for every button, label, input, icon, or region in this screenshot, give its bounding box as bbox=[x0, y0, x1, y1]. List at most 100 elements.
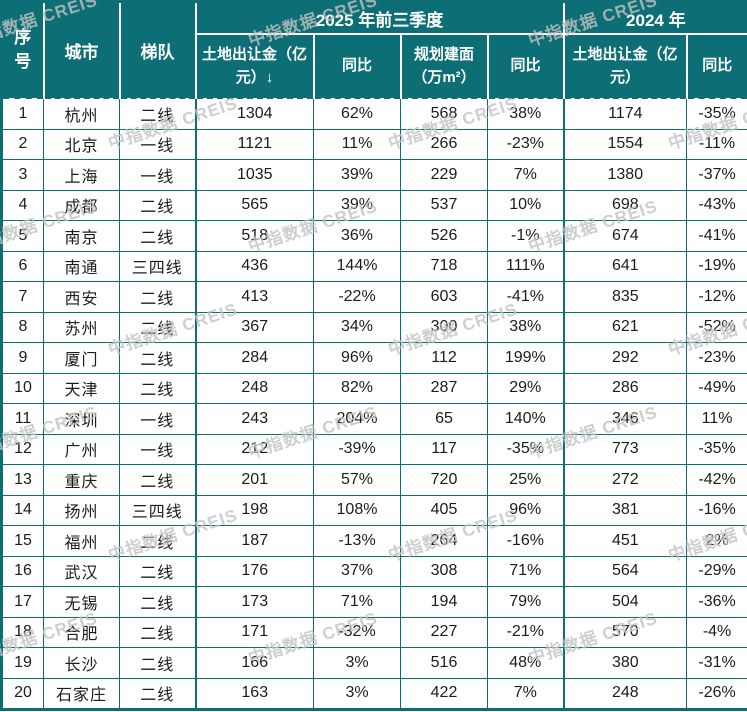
cell: 248 bbox=[562, 677, 688, 710]
cell: 一线 bbox=[119, 128, 196, 160]
table-row: 1 杭州 二线 1304 62% 568 38% 1174 -35% bbox=[1, 97, 747, 130]
cell: 三四线 bbox=[119, 250, 196, 282]
cell: 71% bbox=[313, 586, 401, 618]
cell: 37% bbox=[313, 555, 401, 587]
cell: -31% bbox=[686, 647, 747, 679]
cell: 537 bbox=[400, 189, 488, 221]
cell: 212 bbox=[194, 433, 314, 465]
cell: 381 bbox=[562, 494, 688, 526]
cell: 13 bbox=[1, 464, 44, 496]
cell: 36% bbox=[313, 220, 401, 252]
cell: 198 bbox=[194, 494, 314, 526]
cell: -22% bbox=[313, 281, 401, 313]
table-row: 14 扬州 三四线 198 108% 405 96% 381 -16% bbox=[1, 494, 747, 526]
cell: 一线 bbox=[119, 403, 196, 435]
column-header-land-revenue-2024: 土地出让金（亿元） bbox=[562, 33, 688, 99]
cell: 石家庄 bbox=[43, 677, 120, 710]
cell: 16 bbox=[1, 555, 44, 587]
cell: 187 bbox=[194, 525, 314, 557]
cell: 451 bbox=[562, 525, 688, 557]
cell: 无锡 bbox=[43, 586, 120, 618]
column-header-yoy-revenue-2025: 同比 bbox=[312, 33, 402, 99]
cell: 57% bbox=[313, 464, 401, 496]
cell: 19 bbox=[1, 647, 44, 679]
cell: 25% bbox=[486, 464, 565, 496]
table-row: 6 南通 三四线 436 144% 718 111% 641 -19% bbox=[1, 250, 747, 282]
cell: 346 bbox=[562, 403, 688, 435]
cell: 34% bbox=[313, 311, 401, 343]
cell: -4% bbox=[686, 616, 747, 648]
cell: 12 bbox=[1, 433, 44, 465]
cell: 二线 bbox=[119, 281, 196, 313]
table-row: 10 天津 二线 248 82% 287 29% 286 -49% bbox=[1, 372, 747, 404]
cell: 二线 bbox=[119, 525, 196, 557]
cell: 835 bbox=[562, 281, 688, 313]
cell: 4 bbox=[1, 189, 44, 221]
column-header-yoy-revenue-2024: 同比 bbox=[685, 33, 747, 99]
cell: 一线 bbox=[119, 159, 196, 191]
cell: 成都 bbox=[43, 189, 120, 221]
cell: 243 bbox=[194, 403, 314, 435]
cell: 111% bbox=[486, 250, 565, 282]
cell: -35% bbox=[486, 433, 565, 465]
cell: 11% bbox=[313, 128, 401, 160]
cell: -42% bbox=[686, 464, 747, 496]
cell: 248 bbox=[194, 372, 314, 404]
cell: -23% bbox=[686, 342, 747, 374]
cell: 65 bbox=[400, 403, 488, 435]
cell: 5 bbox=[1, 220, 44, 252]
cell: 厦门 bbox=[43, 342, 120, 374]
cell: -35% bbox=[686, 97, 747, 130]
cell: 8 bbox=[1, 311, 44, 343]
cell: 674 bbox=[562, 220, 688, 252]
column-header-city: 城市 bbox=[42, 0, 121, 99]
table-row: 4 成都 二线 565 39% 537 10% 698 -43% bbox=[1, 189, 747, 221]
cell: 7% bbox=[486, 159, 565, 191]
table-row: 7 西安 二线 413 -22% 603 -41% 835 -12% bbox=[1, 281, 747, 313]
cell: 227 bbox=[400, 616, 488, 648]
cell: 1035 bbox=[194, 159, 314, 191]
cell: 三四线 bbox=[119, 494, 196, 526]
cell: 266 bbox=[400, 128, 488, 160]
column-header-yoy-area-2025: 同比 bbox=[486, 33, 565, 99]
cell: 82% bbox=[313, 372, 401, 404]
cell: 1554 bbox=[562, 128, 688, 160]
cell: 二线 bbox=[119, 647, 196, 679]
cell: 二线 bbox=[119, 97, 196, 130]
cell: 718 bbox=[400, 250, 488, 282]
column-header-tier: 梯队 bbox=[118, 0, 197, 99]
cell: -52% bbox=[686, 311, 747, 343]
cell: 367 bbox=[194, 311, 314, 343]
cell: 405 bbox=[400, 494, 488, 526]
cell: 380 bbox=[562, 647, 688, 679]
cell: -23% bbox=[486, 128, 565, 160]
cell: 199% bbox=[486, 342, 565, 374]
cell: 96% bbox=[313, 342, 401, 374]
cell: -1% bbox=[486, 220, 565, 252]
cell: 140% bbox=[486, 403, 565, 435]
cell: 9 bbox=[1, 342, 44, 374]
table-row: 13 重庆 二线 201 57% 720 25% 272 -42% bbox=[1, 464, 747, 496]
cell: 413 bbox=[194, 281, 314, 313]
column-group-2024: 2024 年 bbox=[562, 0, 747, 35]
cell: 扬州 bbox=[43, 494, 120, 526]
cell: 杭州 bbox=[43, 97, 120, 130]
cell: 10 bbox=[1, 372, 44, 404]
table-row: 2 北京 一线 1121 11% 266 -23% 1554 -11% bbox=[1, 128, 747, 160]
cell: 48% bbox=[486, 647, 565, 679]
cell: 武汉 bbox=[43, 555, 120, 587]
cell: 436 bbox=[194, 250, 314, 282]
table-row: 16 武汉 二线 176 37% 308 71% 564 -29% bbox=[1, 555, 747, 587]
cell: 天津 bbox=[43, 372, 120, 404]
cell: 二线 bbox=[119, 616, 196, 648]
cell: 广州 bbox=[43, 433, 120, 465]
cell: 17 bbox=[1, 586, 44, 618]
cell: 二线 bbox=[119, 372, 196, 404]
cell: 二线 bbox=[119, 342, 196, 374]
cell: 7 bbox=[1, 281, 44, 313]
cell: 292 bbox=[562, 342, 688, 374]
cell: 641 bbox=[562, 250, 688, 282]
cell: 1174 bbox=[562, 97, 688, 130]
column-header-land-revenue-2025-sorted: 土地出让金（亿元）↓ bbox=[194, 33, 315, 99]
cell: 518 bbox=[194, 220, 314, 252]
